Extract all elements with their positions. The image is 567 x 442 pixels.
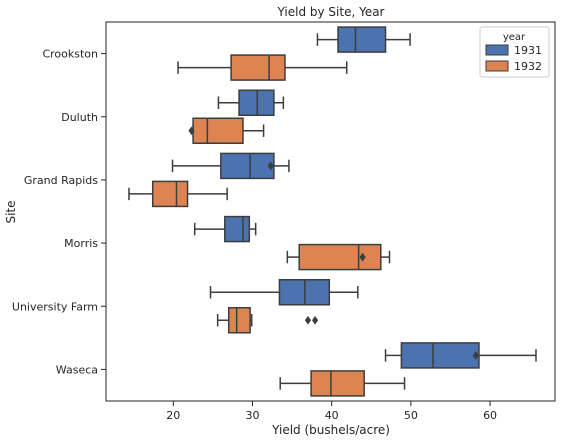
box-iqr: [400, 342, 480, 369]
legend-label-1932: 1932: [514, 60, 542, 73]
legend-swatch-1931: [485, 44, 509, 56]
x-tick-label: 50: [404, 409, 418, 422]
x-axis: 20 30 40 50 60: [166, 401, 497, 422]
y-tick-label: Waseca: [56, 363, 98, 376]
box-iqr: [192, 117, 244, 144]
box-iqr: [230, 54, 286, 81]
legend-label-1931: 1931: [514, 44, 542, 57]
y-tick-label: University Farm: [12, 300, 98, 313]
y-tick-label: Crookston: [42, 48, 98, 61]
box-iqr: [238, 89, 275, 116]
box-iqr: [337, 26, 387, 53]
box-1931: [384, 342, 537, 369]
outlier-point: [304, 315, 311, 325]
legend-title: year: [503, 32, 526, 43]
outlier-point: [359, 252, 366, 262]
x-axis-label: Yield (bushels/acre): [271, 423, 390, 437]
plot-area: [128, 26, 537, 397]
box-1932: [128, 180, 228, 208]
x-tick-label: 60: [483, 409, 497, 422]
box-1931: [316, 26, 411, 53]
box-1931: [193, 215, 257, 243]
box-1931: [217, 89, 285, 116]
outlier-point: [188, 126, 195, 136]
box-1931: [171, 152, 290, 180]
box-iqr: [151, 180, 189, 208]
box-1932: [188, 117, 265, 144]
plot-frame: [105, 21, 556, 402]
box-1932: [216, 307, 319, 334]
box-iqr: [298, 243, 382, 271]
y-tick-label: Duluth: [61, 111, 98, 124]
box-1932: [286, 243, 391, 271]
legend-swatch-1932: [485, 60, 509, 72]
box-1931: [209, 279, 359, 306]
box-iqr: [227, 307, 251, 334]
box-iqr: [310, 370, 365, 397]
box-1932: [177, 54, 348, 81]
x-tick-label: 30: [245, 409, 259, 422]
y-tick-label: Morris: [64, 237, 98, 250]
x-tick-label: 40: [325, 409, 339, 422]
box-iqr: [224, 215, 251, 243]
box-iqr: [220, 152, 275, 180]
y-axis: Crookston Duluth Grand Rapids Morris Univers…: [12, 48, 106, 376]
box-1932: [279, 370, 406, 397]
outlier-point: [267, 161, 274, 171]
legend: year 1931 1932: [479, 26, 550, 78]
outlier-point: [472, 351, 479, 360]
y-tick-label: Grand Rapids: [24, 174, 98, 187]
x-tick-label: 20: [166, 409, 180, 422]
outlier-point: [311, 315, 319, 325]
y-axis-label: Site: [4, 200, 18, 223]
chart-title: Yield by Site, Year: [277, 5, 385, 19]
